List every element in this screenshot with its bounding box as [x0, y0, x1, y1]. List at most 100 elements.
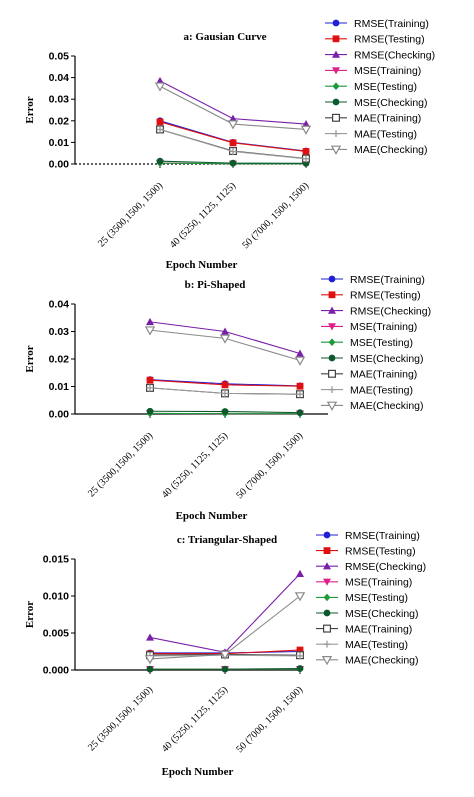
legend-label: RMSE(Testing) — [354, 34, 425, 46]
legend-entry: MSE(Training) — [321, 321, 417, 333]
data-point — [221, 327, 229, 335]
legend-marker — [332, 50, 340, 58]
x-tick-label: 25 (3500,1500, 1500) — [86, 684, 155, 753]
legend: RMSE(Training) RMSE(Testing) RMSE(Checking… — [316, 530, 426, 667]
legend-marker — [332, 98, 340, 106]
x-tick-label: 50 (7000, 1500, 1500) — [240, 180, 311, 251]
legend-label: RMSE(Testing) — [350, 290, 421, 302]
legend-entry: MSE(Checking) — [316, 608, 419, 620]
data-point — [146, 317, 154, 326]
legend-marker — [323, 531, 331, 539]
legend-marker — [323, 547, 331, 554]
series-mae-checking — [144, 326, 306, 366]
legend-marker — [328, 369, 337, 378]
legend-entry: RMSE(Checking) — [316, 561, 426, 573]
series-rmse-testing — [156, 118, 310, 155]
legend-entry: MSE(Testing) — [316, 592, 408, 604]
legend-entry: RMSE(Testing) — [316, 545, 416, 557]
x-axis-label: Epoch Number — [166, 259, 238, 271]
data-point — [146, 407, 154, 415]
x-tick-label: 40 (5250, 1125, 1125) — [160, 684, 230, 754]
data-point — [219, 650, 231, 660]
data-point — [144, 326, 156, 336]
data-point — [221, 389, 229, 397]
data-point — [294, 592, 306, 602]
legend-label: MAE(Checking) — [354, 144, 428, 156]
y-tick-label: 0.005 — [43, 628, 69, 640]
data-point — [156, 118, 164, 126]
legend-marker — [330, 145, 342, 155]
legend-marker — [323, 624, 332, 633]
legend-label: MSE(Testing) — [345, 592, 408, 604]
y-axis-label: Error — [24, 96, 36, 123]
legend-entry: MAE(Checking) — [316, 655, 419, 667]
legend-marker — [332, 130, 340, 137]
data-point — [300, 125, 312, 135]
y-tick-label: 0.02 — [49, 115, 70, 127]
legend: RMSE(Training) RMSE(Testing) RMSE(Checking… — [325, 18, 435, 156]
x-axis-label: Epoch Number — [162, 766, 234, 778]
legend-label: MSE(Testing) — [354, 81, 417, 93]
legend-label: MAE(Checking) — [350, 400, 424, 412]
legend-marker — [323, 562, 331, 570]
data-point — [302, 120, 310, 128]
data-point — [302, 155, 310, 163]
series-rmse-testing — [146, 376, 304, 390]
legend-label: MSE(Testing) — [350, 337, 413, 349]
legend-label: MSE(Checking) — [350, 353, 424, 365]
x-tick-label: 40 (5250, 1125, 1125) — [160, 430, 230, 500]
legend-marker — [328, 386, 336, 393]
legend-marker — [332, 19, 340, 27]
y-tick-label: 0.03 — [49, 94, 70, 106]
legend-label: MAE(Training) — [345, 623, 412, 635]
chart-panel-3: c: Triangular-Shaped 0.000 0.005 0.010 0.015… — [24, 530, 426, 778]
data-point — [296, 646, 304, 654]
legend-label: MAE(Training) — [350, 369, 417, 381]
series-mae-checking — [154, 82, 312, 135]
data-point — [144, 655, 156, 665]
legend-entry: MAE(Training) — [325, 113, 421, 125]
series-mae-testing — [146, 384, 304, 398]
legend-entry: MSE(Testing) — [321, 337, 413, 349]
data-point — [296, 382, 304, 390]
legend-marker — [328, 338, 336, 346]
legend-marker — [326, 401, 338, 411]
legend-entry: MAE(Training) — [321, 369, 417, 381]
data-point — [296, 665, 304, 672]
data-point — [302, 148, 310, 155]
legend-marker — [328, 291, 336, 299]
series-mae-testing — [156, 126, 310, 163]
series-mse-checking — [146, 407, 304, 417]
y-tick-label: 0.01 — [49, 381, 70, 393]
legend-label: MSE(Checking) — [354, 97, 428, 109]
chart-title: a: Gausian Curve — [183, 31, 266, 43]
data-point — [296, 569, 304, 577]
data-point — [229, 148, 237, 155]
data-point — [219, 334, 231, 344]
legend-entry: MSE(Checking) — [325, 97, 428, 109]
legend-entry: RMSE(Checking) — [325, 49, 435, 61]
x-tick-label: 25 (3500,1500, 1500) — [86, 430, 155, 499]
data-point — [221, 665, 229, 673]
legend-entry: MSE(Testing) — [325, 81, 417, 93]
legend-entry: MSE(Training) — [316, 577, 412, 589]
legend-label: MAE(Testing) — [354, 128, 417, 140]
legend-entry: MAE(Testing) — [325, 128, 417, 140]
x-tick-label: 40 (5250, 1125, 1125) — [168, 180, 238, 250]
legend-marker — [332, 113, 341, 122]
data-point — [296, 409, 304, 417]
legend-marker — [328, 275, 336, 283]
x-tick-label: 50 (7000, 1500, 1500) — [234, 430, 305, 501]
y-tick-label: 0.02 — [49, 354, 70, 366]
legend-marker — [323, 578, 331, 586]
data-point — [146, 384, 154, 392]
legend-entry: MAE(Checking) — [321, 400, 424, 412]
y-axis-label: Error — [24, 601, 36, 628]
data-point — [296, 349, 304, 357]
legend-entry: MAE(Testing) — [316, 639, 408, 651]
y-tick-label: 0.05 — [49, 51, 70, 63]
y-tick-label: 0.00 — [49, 409, 70, 421]
legend-entry: RMSE(Training) — [316, 530, 420, 542]
legend-marker — [332, 35, 340, 43]
